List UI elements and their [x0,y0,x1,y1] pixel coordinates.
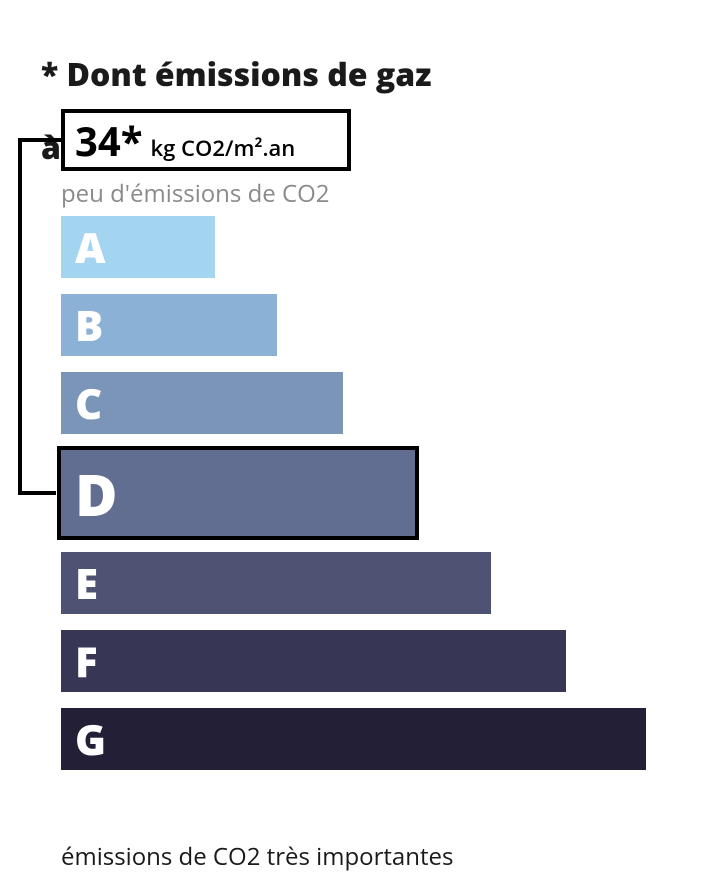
bar-letter-B: B [75,297,103,354]
value-number: 34* [75,113,143,168]
bar-letter-E: E [75,555,98,612]
bar-A: A [61,216,215,278]
bar-C: C [61,372,343,434]
bar-E: E [61,552,491,614]
bar-letter-G: G [75,711,106,768]
bar-letter-C: C [75,375,102,432]
bar-letter-D: D [75,454,118,533]
bar-letter-F: F [75,633,98,690]
bar-D: D [61,450,415,536]
top-caption: peu d'émissions de CO2 [61,177,329,210]
bar-letter-A: A [75,219,106,276]
bar-B: B [61,294,277,356]
ges-label: * Dont émissions de gaz à effet de serre… [0,0,710,890]
bottom-caption: émissions de CO2 très importantes [61,840,453,873]
bar-F: F [61,630,566,692]
value-box: 34* kg CO2/m².an [61,109,351,171]
bar-G: G [61,708,646,770]
value-unit: kg CO2/m².an [151,133,296,163]
title-line1: * Dont émissions de gaz [41,53,431,96]
